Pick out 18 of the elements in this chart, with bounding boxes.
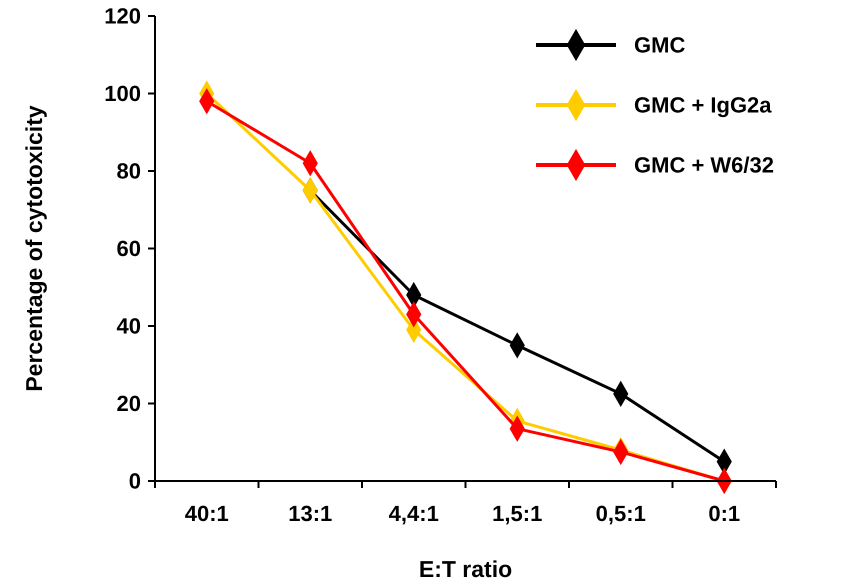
legend-label: GMC (634, 32, 686, 58)
legend-label: GMC + IgG2a (634, 92, 772, 118)
y-tick-label: 120 (104, 4, 141, 29)
x-tick-label: 13:1 (288, 501, 332, 526)
x-tick-label: 0,5:1 (596, 501, 646, 526)
x-tick-label: 4,4:1 (388, 501, 439, 526)
x-tick-label: 40:1 (184, 501, 229, 526)
x-tick-label: 0:1 (708, 501, 740, 526)
y-tick-label: 0 (128, 468, 141, 494)
y-tick-label: 100 (104, 81, 141, 106)
y-tick-label: 80 (116, 158, 141, 184)
y-tick-label: 20 (116, 391, 141, 416)
y-tick-label: 60 (116, 236, 141, 262)
y-axis-title: Percentage of cytotoxicity (21, 105, 47, 392)
legend-label: GMC + W6/32 (634, 152, 774, 178)
y-tick-label: 40 (116, 314, 141, 339)
x-axis-title: E:T ratio (418, 556, 512, 582)
x-tick-label: 1,5:1 (492, 501, 542, 526)
